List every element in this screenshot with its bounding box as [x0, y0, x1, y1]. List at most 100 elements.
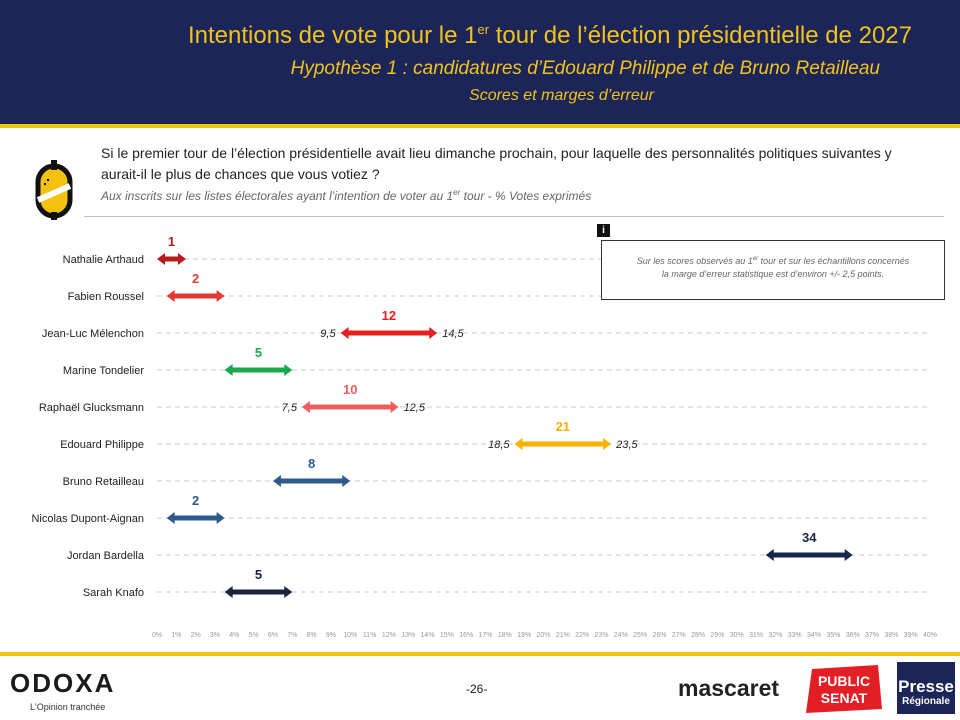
- odoxa-logo: ODOXA: [10, 668, 116, 698]
- x-tick-label: 5%: [249, 632, 259, 639]
- margin-arrow-left: [301, 401, 310, 413]
- footer-stripe: [0, 652, 960, 656]
- x-tick-label: 23%: [594, 632, 608, 639]
- page-number: -26-: [466, 682, 488, 696]
- candidate-label: Jean-Luc Mélenchon: [42, 328, 144, 340]
- header-stripe: [0, 124, 960, 128]
- x-tick-label: 9%: [326, 632, 336, 639]
- x-tick-label: 34%: [807, 632, 821, 639]
- page-title: Intentions de vote pour le 1er tour de l…: [187, 22, 912, 49]
- x-tick-label: 21%: [556, 632, 570, 639]
- margin-arrow-right: [177, 253, 186, 265]
- margin-arrow-left: [157, 253, 165, 265]
- x-tick-label: 20%: [536, 632, 550, 639]
- score-label: 21: [556, 419, 570, 434]
- candidate-label: Marine Tondelier: [63, 365, 144, 377]
- survey-universe: Aux inscrits sur les listes électorales …: [101, 188, 592, 203]
- x-tick-label: 13%: [401, 632, 415, 639]
- high-bound-label: 12,5: [404, 402, 426, 414]
- x-tick-label: 36%: [846, 632, 860, 639]
- margin-arrow-left: [514, 438, 523, 450]
- margin-arrow-right: [216, 290, 225, 302]
- candidate-label: Edouard Philippe: [60, 439, 144, 451]
- margin-arrow-left: [340, 327, 349, 339]
- score-label: 10: [343, 382, 357, 397]
- candidate-label: Raphaël Glucksmann: [39, 402, 144, 414]
- separator: [84, 216, 944, 217]
- margin-arrow-right: [284, 586, 293, 598]
- x-tick-label: 12%: [382, 632, 396, 639]
- candidate-label: Nathalie Arthaud: [63, 254, 144, 266]
- score-label: 8: [308, 456, 315, 471]
- x-tick-label: 31%: [749, 632, 763, 639]
- margin-arrow-left: [765, 549, 774, 561]
- x-tick-label: 6%: [268, 632, 278, 639]
- vote-intention-chart: 0% 1% 2% 3% 4% 5% 6% 7% 8% 9% 10% 11% 12% 13% 14% 15% 16…: [31, 234, 937, 639]
- score-label: 1: [168, 234, 175, 249]
- survey-question: Si le premier tour de l’élection préside…: [101, 145, 892, 182]
- x-tick-label: 27%: [672, 632, 686, 639]
- candidate-label: Fabien Roussel: [68, 291, 144, 303]
- margin-arrow-right: [844, 549, 853, 561]
- x-tick-label: 38%: [884, 632, 898, 639]
- x-tick-label: 19%: [517, 632, 531, 639]
- odoxa-tagline: L'Opinion tranchée: [30, 702, 106, 712]
- page-subsubtitle: Scores et marges d’erreur: [469, 87, 654, 104]
- margin-arrow-left: [224, 586, 233, 598]
- margin-arrow-left: [224, 364, 233, 376]
- margin-arrow-left: [166, 512, 175, 524]
- x-tick-label: 1%: [171, 632, 181, 639]
- margin-arrow-right: [216, 512, 225, 524]
- x-tick-label: 24%: [614, 632, 628, 639]
- margin-arrow-left: [166, 290, 175, 302]
- x-tick-label: 40%: [923, 632, 937, 639]
- margin-note-box: Sur les scores observés au 1er tour et s…: [601, 240, 945, 300]
- x-tick-label: 26%: [652, 632, 666, 639]
- margin-arrow-right: [390, 401, 399, 413]
- margin-arrow-left: [272, 475, 281, 487]
- odoxa-ballot-icon: [35, 160, 73, 220]
- score-label: 2: [192, 493, 199, 508]
- margin-arrow-right: [429, 327, 438, 339]
- x-tick-label: 17%: [479, 632, 493, 639]
- x-tick-label: 33%: [788, 632, 802, 639]
- svg-text:SENAT: SENAT: [821, 690, 868, 706]
- x-tick-label: 35%: [826, 632, 840, 639]
- x-tick-label: 3%: [210, 632, 220, 639]
- x-tick-label: 30%: [730, 632, 744, 639]
- score-label: 5: [255, 567, 262, 582]
- x-tick-label: 16%: [459, 632, 473, 639]
- x-tick-label: 10%: [343, 632, 357, 639]
- info-icon: i: [597, 224, 610, 237]
- x-tick-label: 32%: [768, 632, 782, 639]
- x-tick-label: 15%: [440, 632, 454, 639]
- score-label: 12: [382, 308, 396, 323]
- presse-regionale-logo: Presse Régionale: [897, 662, 955, 714]
- x-tick-label: 25%: [633, 632, 647, 639]
- margin-arrow-right: [284, 364, 293, 376]
- svg-text:PUBLIC: PUBLIC: [818, 673, 870, 689]
- page-subtitle: Hypothèse 1 : candidatures d’Edouard Phi…: [290, 58, 880, 79]
- margin-note-text: Sur les scores observés au 1er tour et s…: [636, 256, 910, 279]
- score-label: 2: [192, 271, 199, 286]
- x-tick-label: 29%: [710, 632, 724, 639]
- candidate-label: Nicolas Dupont-Aignan: [31, 513, 144, 525]
- x-tick-label: 8%: [307, 632, 317, 639]
- x-tick-label: 11%: [363, 632, 377, 639]
- x-tick-label: 14%: [421, 632, 435, 639]
- candidate-label: Jordan Bardella: [67, 550, 145, 562]
- x-tick-label: 7%: [287, 632, 297, 639]
- margin-arrow-right: [342, 475, 351, 487]
- x-tick-label: 0%: [152, 632, 162, 639]
- low-bound-label: 7,5: [282, 402, 298, 414]
- public-senat-logo: PUBLIC SENAT: [806, 665, 882, 713]
- x-tick-label: 28%: [691, 632, 705, 639]
- x-tick-label: 2%: [191, 632, 201, 639]
- header-banner: [0, 0, 960, 124]
- score-label: 34: [802, 530, 817, 545]
- x-tick-label: 4%: [229, 632, 239, 639]
- score-label: 5: [255, 345, 262, 360]
- low-bound-label: 18,5: [488, 439, 510, 451]
- high-bound-label: 14,5: [442, 328, 464, 340]
- low-bound-label: 9,5: [320, 328, 336, 340]
